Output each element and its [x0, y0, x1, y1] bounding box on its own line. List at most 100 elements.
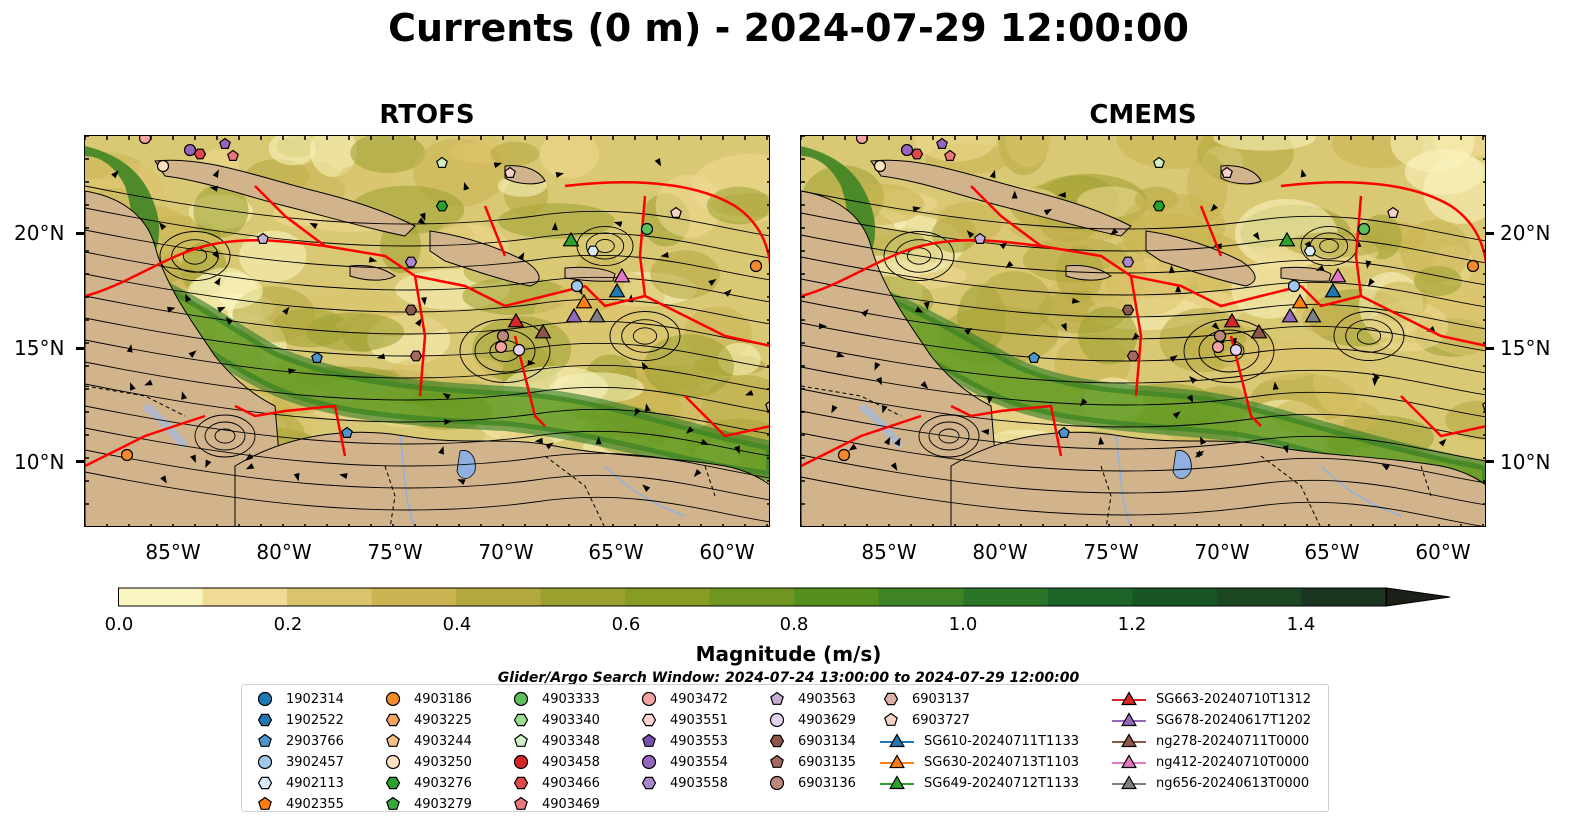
streamline-arrow	[212, 169, 219, 178]
legend-marker-icon	[514, 796, 528, 810]
legend-item: 1902522	[254, 710, 344, 730]
colorbar-segment	[625, 588, 711, 606]
float-marker	[1213, 329, 1227, 343]
glider-marker	[1223, 312, 1241, 328]
streamline-arrow	[920, 381, 929, 389]
legend-item: SG610-20240711T1133	[880, 731, 1079, 751]
streamline-arrow	[861, 308, 869, 317]
land-mass	[504, 165, 546, 185]
streamline-arrow	[876, 376, 882, 386]
streamline-arrow	[708, 278, 717, 286]
streamline-arrow	[1169, 355, 1178, 363]
streamline-arrow	[831, 404, 838, 414]
float-marker	[436, 156, 448, 168]
legend-label: 4903244	[414, 733, 472, 749]
colorbar-segment	[1047, 588, 1133, 606]
streamline-arrow	[1186, 394, 1194, 404]
streamline-arrow	[980, 428, 990, 435]
legend-marker	[884, 712, 898, 726]
legend-label: 4903348	[542, 733, 600, 749]
streamline-arrow	[209, 185, 219, 192]
streamline-arrow	[376, 353, 386, 360]
legend-marker-icon	[883, 692, 899, 706]
streamline-arrow	[1011, 190, 1018, 199]
legend-label: SG610-20240711T1133	[924, 733, 1080, 749]
float-marker	[1357, 222, 1371, 236]
legend-label: 4903469	[542, 796, 600, 812]
streamline-arrow	[1211, 322, 1220, 330]
legend-item: 4903225	[382, 710, 472, 730]
streamline-arrow	[1079, 398, 1088, 407]
legend-item: 4903333	[510, 689, 600, 709]
colorbar-segment	[1132, 588, 1218, 606]
streamline-arrow	[1131, 332, 1140, 341]
legend-label: 4903563	[798, 691, 856, 707]
float-marker	[910, 148, 924, 160]
legend-item: 4903629	[766, 710, 856, 730]
legend-marker-icon	[1112, 733, 1146, 748]
float-marker	[512, 343, 526, 357]
streamline-arrow	[1315, 264, 1325, 271]
legend-label: 6903137	[912, 691, 970, 707]
legend-item: 4903276	[382, 773, 472, 793]
legend-item: 6903137	[880, 689, 970, 709]
legend-item: ng412-20240710T0000	[1112, 752, 1309, 772]
streamline-arrow	[166, 306, 176, 313]
streamline-arrow	[634, 407, 641, 417]
glider-marker	[562, 231, 580, 247]
legend-item: 3902457	[254, 752, 344, 772]
y-tickmark	[1486, 347, 1494, 350]
colorbar-tick: 1.4	[1286, 614, 1316, 635]
legend-marker-icon	[641, 776, 657, 790]
colorbar	[118, 587, 1451, 607]
x-tick-cmems-70w: 70°W	[1194, 540, 1250, 564]
streamline-arrow	[654, 158, 662, 167]
legend-marker-icon	[513, 713, 529, 727]
x-tick-cmems-65w: 65°W	[1304, 540, 1360, 564]
map-canvas	[801, 136, 1485, 526]
legend-marker-icon	[257, 776, 273, 790]
legend-label: 4903279	[414, 796, 472, 812]
streamline-arrow	[1172, 411, 1181, 419]
legend-label: SG630-20240713T1103	[924, 754, 1080, 770]
legend-item: 4903551	[638, 710, 728, 730]
land-mass	[870, 159, 1132, 237]
colorbar-segment	[878, 588, 964, 606]
colorbar-tick: 0.2	[273, 614, 303, 635]
float-marker	[494, 340, 508, 354]
legend-marker-icon	[641, 691, 657, 707]
float-marker	[435, 200, 449, 212]
legend-marker-icon	[769, 775, 785, 791]
y-tickmark	[1486, 232, 1494, 235]
streamline-arrow	[686, 426, 694, 434]
legend-item: 4903553	[638, 731, 728, 751]
legend-item: 4903244	[382, 731, 472, 751]
y-tick-left-20n: 20°N	[14, 221, 65, 245]
float-marker	[1153, 156, 1165, 168]
legend-label: SG649-20240712T1133	[924, 775, 1080, 791]
colorbar-label: Magnitude (m/s)	[695, 642, 882, 666]
streamline-arrow	[534, 437, 543, 444]
streamline-arrow	[1200, 436, 1207, 445]
streamline-arrow	[415, 318, 422, 327]
legend-label: 4903225	[414, 712, 472, 728]
legend-marker	[769, 712, 785, 728]
legend-marker	[770, 691, 784, 705]
colorbar-segment	[118, 588, 204, 606]
colorbar-segment	[540, 588, 626, 606]
streamline-arrow	[744, 389, 754, 396]
colorbar-tick: 0.8	[779, 614, 809, 635]
legend-item: 4902355	[254, 794, 344, 814]
legend-marker-icon	[769, 734, 785, 748]
legend-marker-icon	[258, 796, 272, 810]
streamline-arrow	[1043, 208, 1053, 216]
y-tickmark	[1486, 460, 1494, 463]
legend-marker	[641, 691, 657, 707]
streamline-arrow	[442, 393, 451, 400]
streamline-arrow	[912, 206, 922, 213]
streamline-arrow	[613, 221, 623, 228]
legend-label: 3902457	[286, 754, 344, 770]
float-marker	[341, 426, 353, 438]
legend-label: 1902522	[286, 712, 344, 728]
legend-marker-icon	[513, 691, 529, 707]
